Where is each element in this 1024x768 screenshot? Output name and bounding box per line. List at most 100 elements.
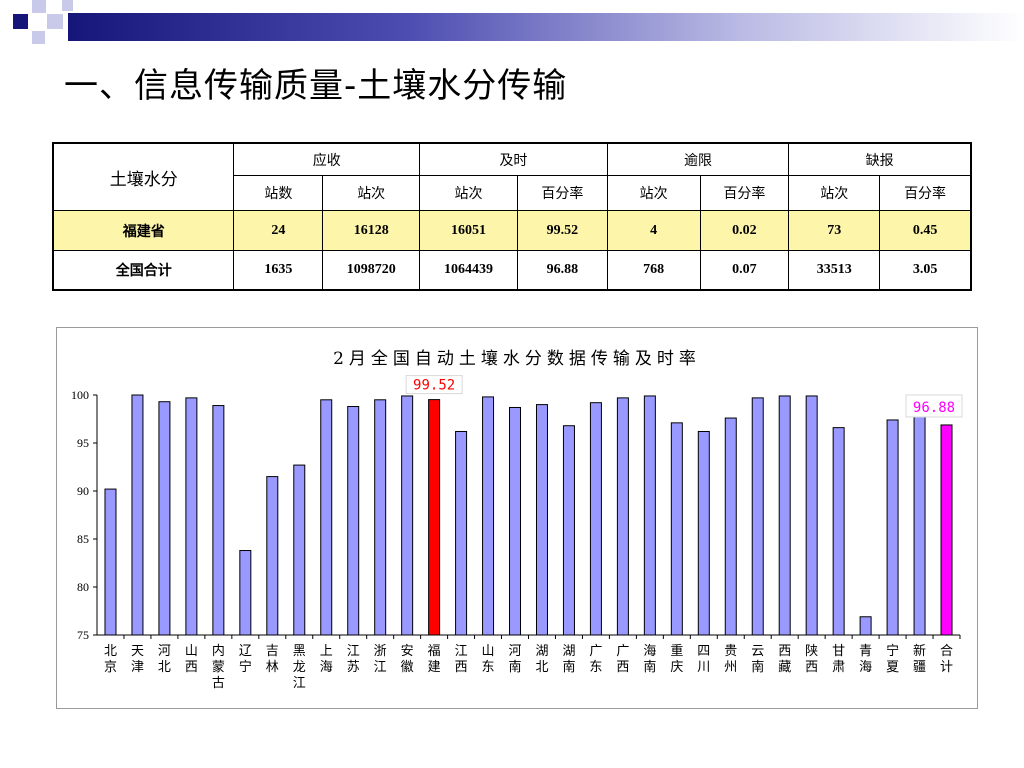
table-cell: 16051 bbox=[419, 210, 518, 251]
table-cell: 3.05 bbox=[879, 250, 972, 291]
bar-云南 bbox=[751, 397, 764, 636]
x-tick-label: 新疆 bbox=[913, 643, 926, 675]
table-subheader-row: 站数 站次 站次 百分率 站次 百分率 站次 百分率 bbox=[53, 175, 972, 211]
data-label-box bbox=[905, 394, 963, 418]
table-cell: 0.45 bbox=[879, 210, 972, 251]
data-label: 99.52 bbox=[413, 378, 455, 394]
table-cell: 33513 bbox=[788, 250, 881, 291]
table-header-row: 土壤水分 应收 及时 逾限 缺报 bbox=[52, 142, 972, 211]
bar-上海 bbox=[320, 399, 333, 636]
y-tick-label: 75 bbox=[77, 628, 89, 642]
x-tick-label: 福建 bbox=[428, 644, 441, 675]
subheader-cell: 百分率 bbox=[699, 175, 790, 211]
table-cell: 96.88 bbox=[516, 250, 608, 291]
bar-甘肃 bbox=[832, 427, 845, 636]
x-tick-label: 黑龙江 bbox=[293, 644, 306, 691]
x-tick-label: 江苏 bbox=[347, 644, 360, 675]
bar-新疆 bbox=[913, 398, 926, 636]
table-corner-label: 土壤水分 bbox=[52, 142, 235, 211]
subheader-cell: 站次 bbox=[606, 175, 701, 211]
bar-重庆 bbox=[670, 422, 683, 636]
x-tick-label: 安徽 bbox=[401, 644, 414, 675]
table-cell: 0.07 bbox=[699, 250, 790, 291]
row-label: 全国合计 bbox=[52, 250, 235, 291]
x-tick-label: 四川 bbox=[697, 644, 710, 675]
x-tick-label: 河南 bbox=[509, 644, 522, 675]
bar-湖北 bbox=[535, 404, 548, 636]
row-label: 福建省 bbox=[52, 210, 235, 251]
x-tick-label: 河北 bbox=[158, 644, 171, 675]
transmission-stats-table: 土壤水分 应收 及时 逾限 缺报 站数 站次 站次 百分率 站次 百分率 站次 … bbox=[52, 142, 972, 291]
bar-北京 bbox=[104, 488, 117, 636]
gradient-title-bar bbox=[68, 13, 1024, 41]
group-header-timely: 及时 bbox=[419, 142, 608, 176]
x-tick-label: 山东 bbox=[482, 644, 495, 675]
x-tick-label: 山西 bbox=[185, 644, 198, 675]
group-header-overdue: 逾限 bbox=[606, 142, 790, 176]
x-tick-label: 海南 bbox=[643, 644, 656, 675]
y-tick-label: 85 bbox=[77, 532, 89, 546]
group-header-expected: 应收 bbox=[233, 142, 421, 176]
table-cell: 16128 bbox=[322, 210, 421, 251]
bar-浙江 bbox=[374, 399, 387, 636]
x-tick-label: 广东 bbox=[589, 644, 602, 675]
bar-山西 bbox=[185, 397, 198, 636]
y-tick-label: 100 bbox=[71, 388, 89, 402]
deco-square bbox=[13, 14, 28, 29]
bar-海南 bbox=[643, 395, 656, 636]
x-tick-label: 湖北 bbox=[535, 644, 548, 675]
chart-container: 100 95 90 85 80 75 北京 天津 河北 山西 内蒙古 辽宁 吉林 黑龙江 上海 江苏 浙江 安徽福… bbox=[56, 327, 978, 709]
x-tick-label: 甘肃 bbox=[832, 644, 845, 675]
data-label: 96.88 bbox=[913, 400, 955, 416]
slide-title: 一、信息传输质量-土壤水分传输 bbox=[64, 66, 568, 106]
subheader-cell: 站次 bbox=[788, 175, 881, 211]
x-tick-label: 辽宁 bbox=[239, 644, 252, 675]
bar-贵州 bbox=[724, 417, 737, 636]
bar-陕西 bbox=[805, 395, 818, 636]
table-cell: 73 bbox=[788, 210, 881, 251]
bar-吉林 bbox=[266, 476, 279, 636]
bar-辽宁 bbox=[239, 550, 252, 636]
bar-西藏 bbox=[778, 395, 791, 636]
bar-青海 bbox=[859, 616, 872, 636]
bar-河南 bbox=[509, 406, 522, 636]
bar-广东 bbox=[589, 402, 602, 636]
x-tick-label: 广西 bbox=[616, 644, 629, 675]
x-tick-label: 宁夏 bbox=[886, 643, 899, 675]
deco-square bbox=[32, 31, 45, 44]
table-cell: 1064439 bbox=[419, 250, 518, 291]
deco-square bbox=[32, 0, 46, 13]
bar-湖南 bbox=[562, 425, 575, 636]
bar-江苏 bbox=[347, 406, 360, 636]
bar-天津 bbox=[131, 394, 144, 636]
x-tick-label: 内蒙古 bbox=[212, 643, 225, 691]
bar-福建 bbox=[428, 399, 441, 636]
table-row: 福建省 24 16128 16051 99.52 4 0.02 73 0.45 bbox=[52, 210, 972, 251]
chart-title: 2月全国自动土壤水分数据传输及时率 bbox=[333, 349, 701, 369]
bar-广西 bbox=[616, 397, 629, 636]
bar-黑龙江 bbox=[293, 464, 306, 636]
subheader-cell: 百分率 bbox=[516, 175, 608, 211]
table-cell: 24 bbox=[233, 210, 324, 251]
bar-合计 bbox=[940, 424, 953, 636]
x-tick-label: 青海 bbox=[859, 644, 872, 675]
deco-square bbox=[47, 14, 63, 29]
data-label-box bbox=[405, 375, 463, 395]
subheader-cell: 站次 bbox=[322, 175, 421, 211]
bar-河北 bbox=[158, 401, 171, 636]
x-tick-label: 江西 bbox=[455, 644, 468, 675]
subheader-cell: 百分率 bbox=[879, 175, 972, 211]
x-tick-label: 上海 bbox=[320, 644, 333, 675]
bar-安徽 bbox=[401, 395, 414, 636]
table-cell: 1098720 bbox=[322, 250, 421, 291]
x-tick-label: 天津 bbox=[131, 644, 144, 675]
x-tick-label: 吉林 bbox=[266, 644, 279, 675]
x-tick-label: 陕西 bbox=[805, 644, 818, 675]
bar-内蒙古 bbox=[212, 405, 225, 636]
x-tick-label: 合计 bbox=[940, 644, 953, 675]
bar-四川 bbox=[697, 430, 710, 636]
x-tick-label: 贵州 bbox=[724, 644, 737, 675]
x-tick-label: 北京 bbox=[104, 644, 117, 675]
x-tick-label: 云南 bbox=[751, 644, 764, 675]
x-tick-label: 湖南 bbox=[562, 644, 575, 675]
